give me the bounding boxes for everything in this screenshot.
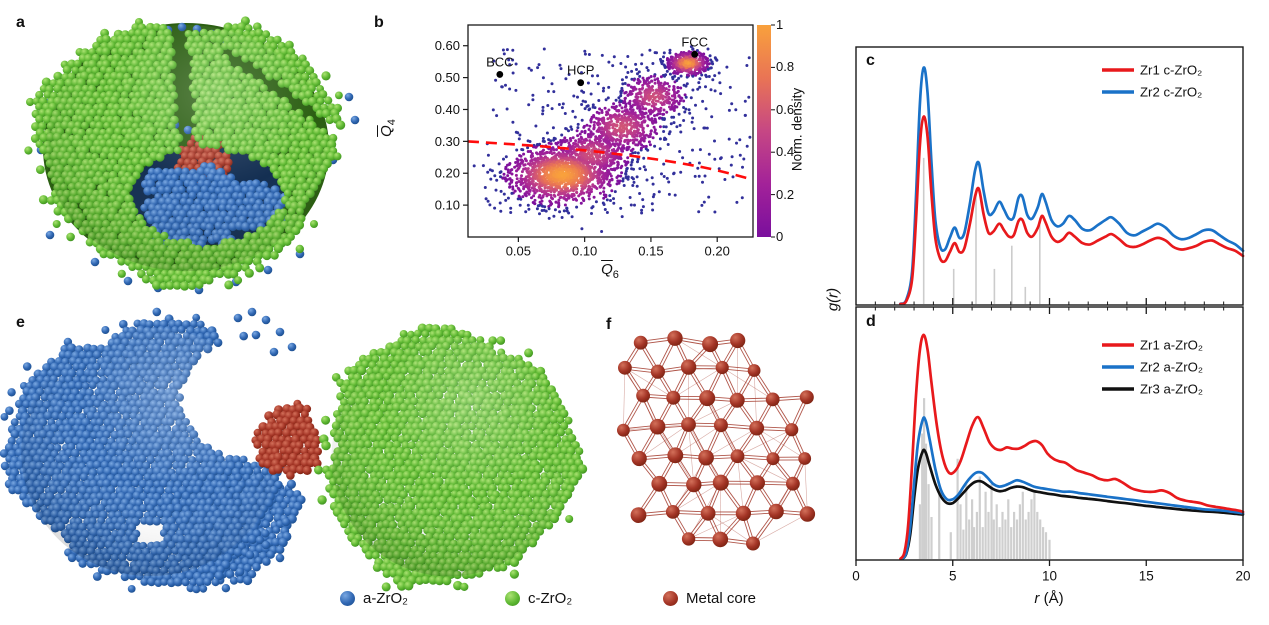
legend-label-c-0: Zr1 c-ZrO₂ bbox=[1140, 63, 1202, 78]
panel-label-f: f bbox=[606, 316, 612, 333]
b-ref-label-BCC: BCC bbox=[486, 54, 513, 69]
series-Zr1-c-ZrO2 bbox=[899, 115, 1245, 306]
colorbar-tick: 0.6 bbox=[776, 101, 795, 117]
legend-item-metal-core: Metal core bbox=[663, 590, 756, 607]
panel-c-chart: Zr1 c-ZrO₂ Zr2 c-ZrO₂ bbox=[855, 46, 1245, 306]
colorbar-tick: 1 bbox=[776, 17, 784, 32]
b-ref-label-FCC: FCC bbox=[681, 34, 708, 49]
legend-sphere-metal-core bbox=[663, 591, 678, 606]
panel-e-metal-core-particle bbox=[251, 399, 322, 480]
colorbar bbox=[757, 25, 771, 237]
b-separatrix-line bbox=[467, 140, 754, 181]
colorbar-tick: 0.4 bbox=[776, 144, 795, 160]
panel-label-b: b bbox=[374, 14, 384, 31]
series-Zr3-a-ZrO2 bbox=[901, 448, 1245, 561]
b-y-axis-label: Q4 bbox=[378, 119, 398, 137]
panel-a-czro2-body bbox=[24, 16, 346, 291]
gr-y-axis-label: g(r) bbox=[824, 287, 842, 312]
b-ref-label-HCP: HCP bbox=[567, 63, 594, 78]
legend-item-azro2: a-ZrO₂ bbox=[340, 590, 408, 607]
legend-item-czro2: c-ZrO₂ bbox=[505, 590, 572, 607]
legend-sphere-a-zro2 bbox=[340, 591, 355, 606]
b-ref-point-FCC bbox=[691, 50, 699, 58]
b-ref-point-HCP bbox=[577, 79, 585, 87]
colorbar-tick: 0.2 bbox=[776, 186, 795, 202]
colorbar-label: Norm. density bbox=[789, 87, 805, 172]
panel-label-a: a bbox=[16, 14, 25, 31]
b-x-axis-label: Q6 bbox=[601, 261, 619, 281]
series-Zr2-a-ZrO2 bbox=[901, 416, 1245, 561]
legend-label-d-0: Zr1 a-ZrO₂ bbox=[1140, 338, 1203, 353]
panel-label-d: d bbox=[866, 313, 876, 330]
r-x-axis-label: r (Å) bbox=[1034, 590, 1064, 607]
panel-e-azro2-particle bbox=[0, 307, 297, 594]
panel-f-metal-core-lattice bbox=[617, 330, 816, 551]
series-Zr1-a-ZrO2 bbox=[899, 333, 1245, 561]
particle-renders bbox=[0, 16, 588, 594]
panel-label-e: e bbox=[16, 314, 25, 331]
series-Zr2-c-ZrO2 bbox=[899, 66, 1245, 306]
panel-e-czro2-particle bbox=[314, 323, 588, 592]
b-ref-point-BCC bbox=[496, 71, 504, 78]
legend-sphere-c-zro2 bbox=[505, 591, 520, 606]
legend-label-c-1: Zr2 c-ZrO₂ bbox=[1140, 85, 1202, 100]
colorbar-tick: 0 bbox=[776, 229, 784, 244]
panel-label-c: c bbox=[866, 52, 875, 69]
legend-label-d-1: Zr2 a-ZrO₂ bbox=[1140, 360, 1203, 375]
colorbar-tick: 0.8 bbox=[776, 59, 795, 75]
b-density-points bbox=[472, 45, 752, 233]
legend-label-d-2: Zr3 a-ZrO₂ bbox=[1140, 382, 1203, 397]
